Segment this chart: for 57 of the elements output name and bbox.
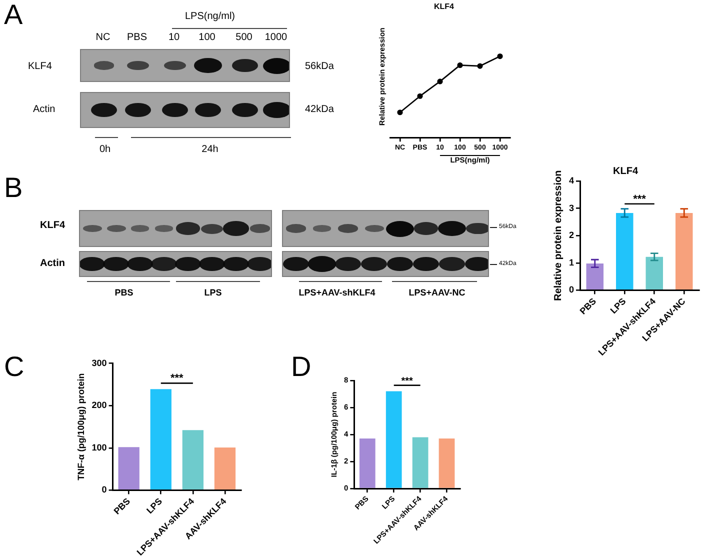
annotation: *** — [170, 372, 184, 385]
y-tick-label: 2 — [568, 230, 574, 240]
bar — [646, 256, 664, 290]
bar — [616, 212, 634, 290]
bar — [386, 391, 402, 488]
text: KLF4 — [28, 61, 52, 72]
text: 100 — [198, 32, 216, 43]
y-tick-label: 300 — [92, 358, 107, 368]
bar — [118, 447, 140, 490]
y-tick-label: 4 — [568, 175, 574, 186]
y-tick-label: 0 — [568, 284, 574, 295]
text: B — [4, 172, 23, 203]
y-tick-label: 3 — [568, 202, 574, 213]
text: 24h — [202, 144, 218, 155]
text: 500 — [236, 32, 252, 43]
y-tick-label: 1 — [568, 257, 574, 268]
text: PBS — [126, 32, 148, 43]
annotation: *** — [401, 376, 414, 388]
text: Actin — [33, 104, 56, 115]
bar — [586, 263, 604, 290]
point — [457, 62, 463, 68]
text: D — [291, 351, 312, 382]
y-tick-label: 0 — [102, 484, 107, 495]
text: 42kDa — [305, 104, 334, 115]
text: C — [4, 351, 24, 382]
text: 1000 — [264, 32, 288, 43]
text: NC — [96, 32, 110, 43]
text: 0h — [99, 144, 111, 155]
point — [437, 78, 443, 84]
annotation: *** — [633, 193, 647, 206]
point — [477, 63, 483, 69]
bar — [676, 212, 693, 290]
bar — [214, 448, 236, 490]
text: 56kDa — [305, 61, 334, 72]
text: 10 — [168, 32, 180, 43]
y-axis-title: Relative protein expression — [552, 170, 564, 301]
y-tick-label: 100 — [92, 442, 107, 452]
y-axis-title: TNF-α (pg/100μg) protein — [76, 373, 86, 480]
point — [397, 110, 403, 116]
text: LPS+AAV-NC — [408, 288, 466, 298]
text: LPS(ng/ml) — [184, 11, 236, 22]
bar — [150, 389, 172, 490]
bar — [182, 430, 204, 490]
bar — [359, 438, 376, 488]
bar — [438, 438, 455, 488]
text: PBS — [114, 288, 134, 298]
chart-title: KLF4 — [434, 2, 455, 12]
text: Actin — [40, 258, 65, 269]
point — [417, 93, 423, 99]
text: A — [4, 0, 23, 30]
y-tick-label: 200 — [92, 400, 107, 410]
point — [497, 53, 503, 60]
chart-title: KLF4 — [613, 166, 638, 177]
text: LPS+AAV-shKLF4 — [298, 288, 376, 298]
text: KLF4 — [40, 220, 65, 231]
text: LPS — [204, 288, 222, 298]
bar — [412, 437, 428, 488]
